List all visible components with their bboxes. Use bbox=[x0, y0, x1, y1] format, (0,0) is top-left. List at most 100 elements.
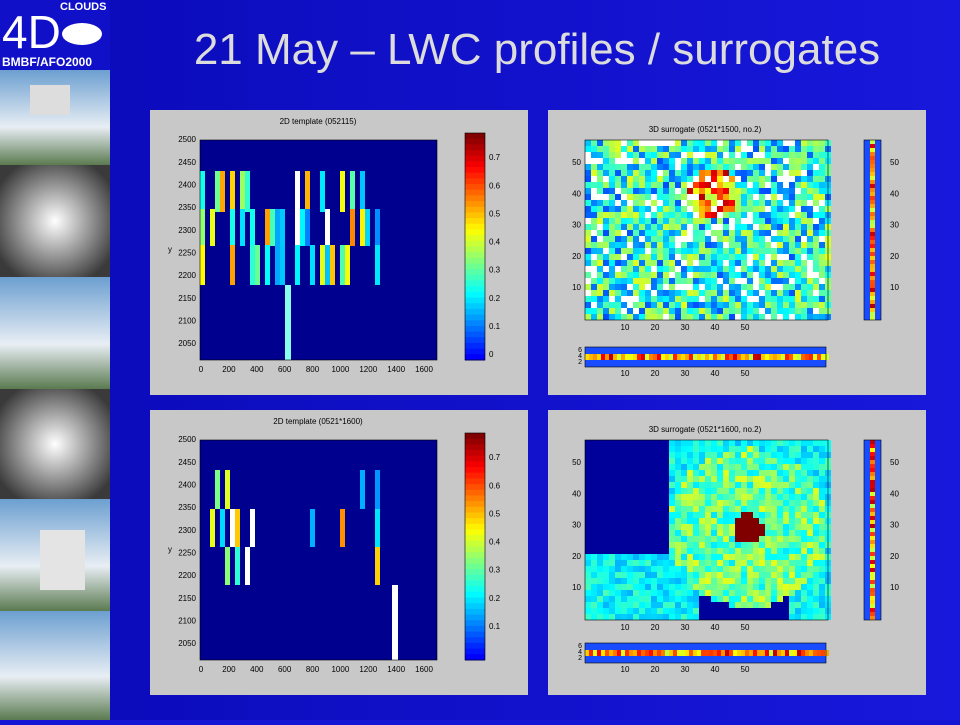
heat-cell bbox=[669, 302, 675, 308]
heat-cell bbox=[675, 584, 681, 590]
heat-cell bbox=[870, 568, 875, 572]
heat-cell bbox=[717, 242, 723, 248]
heat-cell bbox=[741, 218, 747, 224]
heat-cell bbox=[711, 290, 717, 296]
colorbar-border bbox=[464, 132, 486, 361]
heat-cell bbox=[639, 158, 645, 164]
heat-cell bbox=[729, 140, 735, 146]
heat-cell bbox=[870, 456, 875, 460]
heat-cell bbox=[747, 446, 753, 452]
panel-title: 2D template (052115) bbox=[280, 117, 357, 126]
heat-cell bbox=[669, 548, 675, 554]
heat-cell bbox=[783, 242, 789, 248]
heat-cell bbox=[603, 302, 609, 308]
heat-cell bbox=[735, 296, 741, 302]
heat-cell bbox=[870, 192, 875, 196]
heat-cell bbox=[615, 572, 621, 578]
heat-cell bbox=[729, 458, 735, 464]
heat-cell bbox=[870, 232, 875, 236]
heat-cell bbox=[603, 146, 609, 152]
heat-cell bbox=[870, 148, 875, 152]
heat-cell bbox=[771, 146, 777, 152]
heat-cell bbox=[645, 242, 651, 248]
heat-cell bbox=[819, 512, 825, 518]
heat-cell bbox=[765, 218, 771, 224]
heat-cell bbox=[597, 602, 603, 608]
strip-x-tick-label: 10 bbox=[621, 369, 630, 378]
heat-cell bbox=[723, 146, 729, 152]
heat-cell bbox=[621, 146, 627, 152]
heat-cell bbox=[645, 308, 651, 314]
heat-cell bbox=[789, 164, 795, 170]
heat-cell bbox=[609, 212, 615, 218]
heat-cell bbox=[819, 524, 825, 530]
heat-cell bbox=[765, 260, 771, 266]
heat-cell bbox=[609, 572, 615, 578]
heat-cell bbox=[801, 608, 807, 614]
colorbar-cell bbox=[465, 331, 485, 338]
heat-cell bbox=[813, 206, 819, 212]
heat-cell bbox=[657, 278, 663, 284]
heat-cell bbox=[870, 560, 875, 564]
heat-cell bbox=[747, 488, 753, 494]
heat-cell bbox=[825, 354, 829, 360]
heat-cell bbox=[657, 188, 663, 194]
heat-cell bbox=[789, 296, 795, 302]
heat-cell bbox=[657, 608, 663, 614]
heat-cell bbox=[717, 518, 723, 524]
heat-cell bbox=[741, 164, 747, 170]
heat-cell bbox=[801, 494, 807, 500]
heat-cell bbox=[723, 314, 729, 320]
heat-cell bbox=[870, 604, 875, 608]
heat-cell bbox=[609, 176, 615, 182]
heat-cell bbox=[621, 560, 627, 566]
heat-cell bbox=[807, 536, 813, 542]
heat-cell bbox=[687, 452, 693, 458]
heat-cell bbox=[735, 224, 741, 230]
heat-cell bbox=[747, 296, 753, 302]
heat-cell bbox=[813, 524, 819, 530]
heat-cell bbox=[870, 248, 875, 252]
heat-cell bbox=[729, 494, 735, 500]
heat-cell bbox=[777, 284, 783, 290]
heat-cell bbox=[621, 308, 627, 314]
heat-cell bbox=[870, 300, 875, 304]
heat-cell bbox=[801, 554, 807, 560]
colorbar-cell bbox=[465, 433, 485, 440]
heat-cell bbox=[729, 224, 735, 230]
heat-cell bbox=[657, 560, 663, 566]
heat-cell bbox=[681, 164, 687, 170]
x-tick-label: 400 bbox=[250, 665, 264, 674]
heat-cell bbox=[711, 224, 717, 230]
heat-cell bbox=[615, 602, 621, 608]
heat-cell bbox=[687, 260, 693, 266]
heat-cell bbox=[813, 152, 819, 158]
heat-cell bbox=[597, 608, 603, 614]
heat-cell bbox=[717, 230, 723, 236]
heat-cell bbox=[765, 158, 771, 164]
heat-cell bbox=[651, 200, 657, 206]
heat-cell bbox=[729, 194, 735, 200]
heat-cell bbox=[777, 464, 783, 470]
heat-cell bbox=[615, 284, 621, 290]
heat-cell bbox=[645, 314, 651, 320]
heat-cell bbox=[669, 458, 675, 464]
heat-cell bbox=[729, 278, 735, 284]
heat-cell bbox=[789, 560, 795, 566]
heat-cell bbox=[675, 188, 681, 194]
heat-cell bbox=[735, 206, 741, 212]
heat-cell bbox=[639, 608, 645, 614]
heat-cell bbox=[795, 464, 801, 470]
heat-cell bbox=[681, 194, 687, 200]
heat-cell bbox=[771, 566, 777, 572]
heat-cell bbox=[627, 314, 633, 320]
heat-cell bbox=[783, 188, 789, 194]
colorbar-cell bbox=[465, 574, 485, 582]
heat-cell bbox=[717, 488, 723, 494]
heat-cell bbox=[783, 518, 789, 524]
x-tick-label: 1200 bbox=[359, 365, 377, 374]
logo-cloud bbox=[62, 23, 102, 45]
heat-cell bbox=[627, 194, 633, 200]
heat-cell bbox=[813, 470, 819, 476]
heat-cell bbox=[771, 482, 777, 488]
